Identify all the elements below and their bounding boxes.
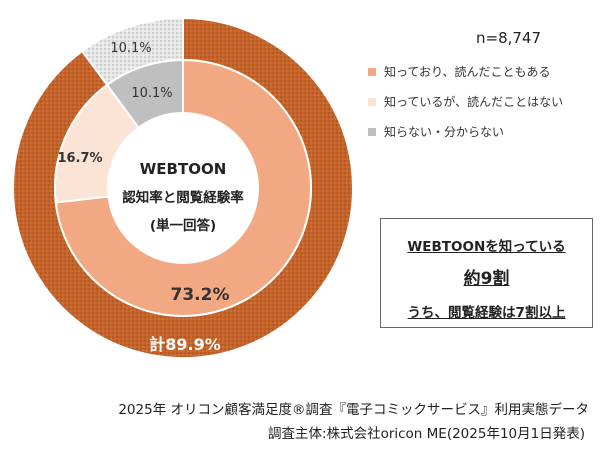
outer-label-aware: 計89.9%: [149, 335, 221, 354]
outer-label-unaware: 10.1%: [110, 41, 151, 56]
legend-label: 知らない・分からない: [384, 125, 505, 139]
callout-box: WEBTOONを知っている 約9割 うち、閲覧経験は7割以上: [380, 218, 593, 328]
callout-line-3: うち、閲覧経験は7割以上: [407, 305, 566, 321]
legend: 知っており、読んだこともある 知っているが、読んだことはない 知らない・分からな…: [368, 61, 563, 151]
legend-swatch: [368, 127, 376, 136]
center-note: (単一回答): [150, 217, 216, 234]
legend-swatch: [368, 97, 376, 106]
callout-line-1: WEBTOONを知っている: [407, 239, 566, 255]
legend-swatch: [368, 67, 376, 76]
footer-source: 2025年 オリコン顧客満足度®調査『電子コミックサービス』利用実態データ: [118, 402, 589, 418]
sample-size: n=8,747: [476, 29, 542, 47]
center-subtitle: 認知率と閲覧経験率: [122, 189, 244, 206]
callout-line-2: 約9割: [463, 269, 510, 289]
inner-label-read: 73.2%: [171, 285, 230, 305]
inner-segment-unknown: [105, 58, 184, 129]
inner-label-unknown: 10.1%: [131, 86, 172, 101]
legend-item-not-read: 知っているが、読んだことはない: [368, 91, 563, 112]
legend-item-unknown: 知らない・分からない: [368, 121, 563, 142]
legend-label: 知っており、読んだこともある: [384, 65, 551, 79]
legend-item-read: 知っており、読んだこともある: [368, 61, 563, 82]
inner-label-not-read: 16.7%: [57, 151, 102, 166]
center-title: WEBTOON: [140, 160, 227, 178]
inner-segment-read: [54, 58, 312, 317]
legend-label: 知っているが、読んだことはない: [384, 95, 564, 109]
footer-organizer: 調査主体:株式会社oricon ME(2025年10月1日発表): [268, 426, 585, 442]
